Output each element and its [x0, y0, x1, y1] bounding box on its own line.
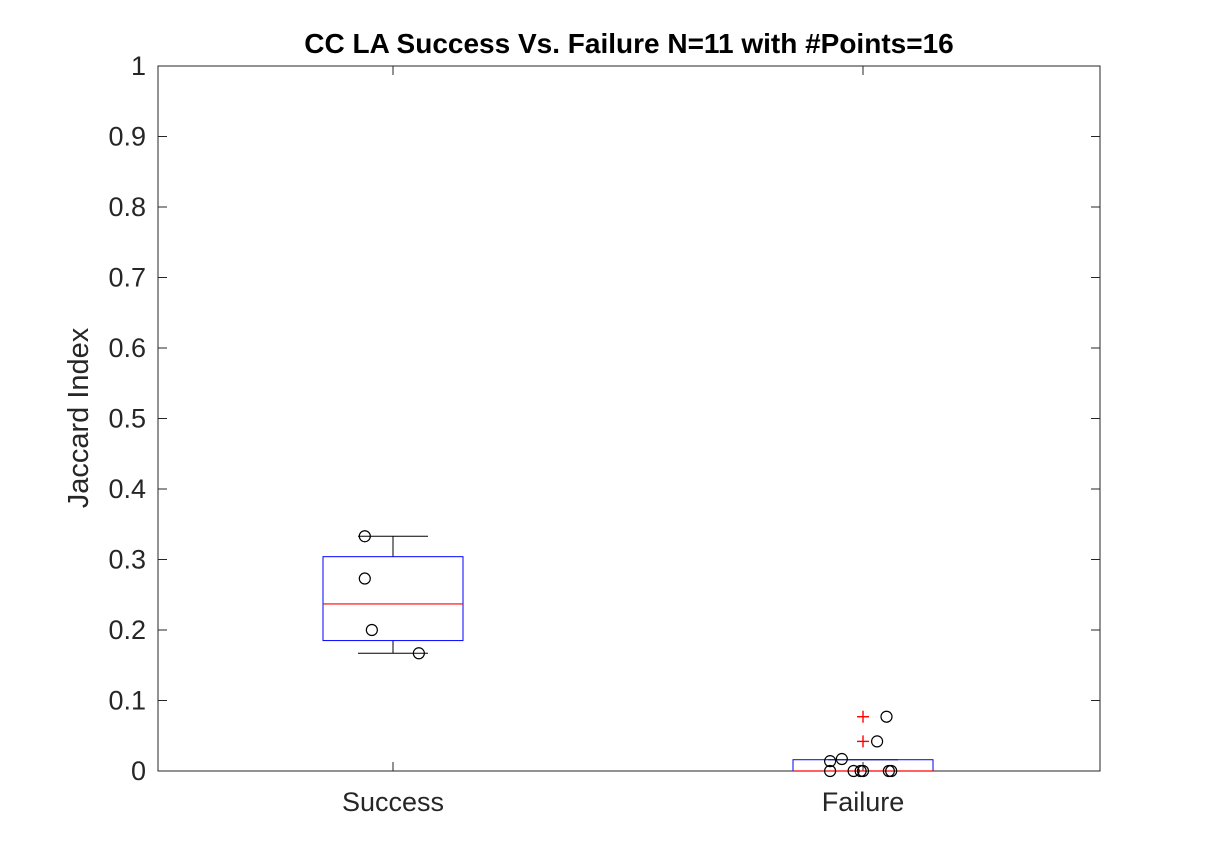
data-point — [358, 572, 371, 585]
chart-title: CC LA Success Vs. Failure N=11 with #Poi… — [304, 28, 953, 59]
y-tick-label: 0.9 — [108, 122, 146, 152]
y-tick-label: 0.6 — [108, 333, 146, 363]
data-point — [880, 710, 893, 723]
y-tick-label: 0.4 — [108, 474, 146, 504]
plot-area-frame — [157, 65, 1101, 772]
y-tick-label: 0.8 — [108, 192, 146, 222]
y-axis-ticks: 0 0.1 0.2 0.3 0.4 0.5 0.6 0.7 0.8 0.9 1 — [108, 51, 1100, 786]
box-iqr — [322, 556, 464, 642]
data-point — [835, 752, 848, 766]
y-axis-label: Jaccard Index — [63, 327, 95, 508]
x-tick-label: Success — [342, 787, 444, 817]
scatter-points — [358, 530, 898, 778]
data-point — [823, 764, 837, 778]
box-series — [322, 535, 934, 772]
data-point — [365, 623, 378, 637]
y-tick-label: 0.7 — [108, 263, 146, 293]
y-tick-label: 0.2 — [108, 615, 146, 645]
y-tick-label: 1 — [131, 51, 146, 81]
data-point — [358, 530, 371, 543]
y-tick-label: 0.5 — [108, 404, 146, 434]
x-axis-ticks: Success Failure — [342, 66, 904, 817]
y-tick-label: 0.1 — [108, 686, 146, 716]
y-tick-label: 0 — [131, 756, 146, 786]
x-tick-label: Failure — [822, 787, 905, 817]
data-point — [854, 764, 867, 778]
data-point — [885, 764, 898, 778]
y-tick-label: 0.3 — [108, 545, 146, 575]
data-point — [412, 647, 425, 660]
data-point — [823, 755, 837, 768]
data-point — [870, 735, 884, 748]
data-point — [847, 764, 860, 778]
